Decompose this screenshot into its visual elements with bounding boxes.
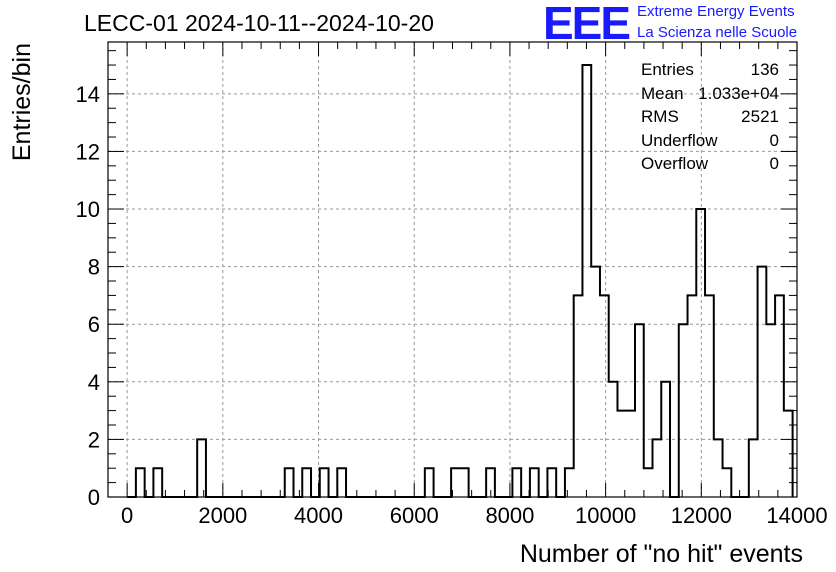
stat-value: 0 <box>769 130 779 150</box>
histogram-bin <box>197 439 206 497</box>
x-tick-label: 0 <box>121 503 133 528</box>
histogram-bin <box>574 295 583 497</box>
stat-row-mean: Mean 1.033e+04 <box>641 84 779 108</box>
x-tick-label: 12000 <box>671 503 732 528</box>
histogram-bin <box>337 468 346 497</box>
histogram-bin <box>723 468 732 497</box>
x-axis-label: Number of "no hit" events <box>520 540 803 568</box>
histogram-bin <box>696 209 705 497</box>
y-tick-label: 6 <box>88 312 100 337</box>
histogram-bin <box>766 324 775 497</box>
x-tick-label: 4000 <box>294 503 343 528</box>
stat-row-overflow: Overflow 0 <box>641 154 779 178</box>
y-tick-label: 10 <box>76 197 100 222</box>
y-tick-label: 8 <box>88 255 100 280</box>
stat-label: Entries <box>641 60 694 79</box>
eee-logo: EEE <box>543 0 631 49</box>
histogram-bin <box>582 65 591 497</box>
stat-label: Underflow <box>641 130 718 150</box>
stats-box: Entries 136 Mean 1.033e+04 RMS 2521 Unde… <box>641 60 779 178</box>
x-tick-label: 8000 <box>485 503 534 528</box>
y-tick-label: 4 <box>88 370 100 395</box>
histogram-bin <box>136 468 145 497</box>
histogram-bin <box>320 468 329 497</box>
histogram-bin <box>153 468 162 497</box>
histogram-bin <box>530 468 539 497</box>
axis-layer: 0 2000 4000 6000 8000 10000 12000 14000 0 2 4 6 8 10 1… <box>76 41 828 528</box>
x-tick-label: 2000 <box>198 503 247 528</box>
stat-label: Mean <box>641 83 684 103</box>
x-tick-label: 14000 <box>766 503 827 528</box>
histogram-bin <box>679 324 688 497</box>
stat-value: 136 <box>750 60 779 79</box>
histogram-bin <box>635 324 644 497</box>
y-tick-label: 0 <box>88 485 100 510</box>
histogram-bin <box>705 295 714 497</box>
histogram-bin <box>626 411 635 497</box>
y-axis-label: Entries/bin <box>8 43 36 161</box>
stat-row-rms: RMS 2521 <box>641 107 779 131</box>
chart-title: LECC-01 2024-10-11--2024-10-20 <box>84 10 434 36</box>
label-layer: Number of "no hit" events Entries/bin <box>8 43 803 568</box>
stat-value: 1.033e+04 <box>698 83 779 103</box>
histogram-bin <box>714 439 723 497</box>
histogram-bin <box>688 295 697 497</box>
histogram-bin <box>565 468 574 497</box>
stat-row-entries: Entries 136 <box>641 60 779 84</box>
histogram-bin <box>302 468 311 497</box>
stat-label: RMS <box>641 107 679 126</box>
histogram-layer <box>127 64 794 498</box>
stat-value: 2521 <box>741 107 779 126</box>
histogram-bin <box>425 468 434 497</box>
histogram-bin <box>775 295 784 497</box>
histogram-outline <box>127 64 794 498</box>
x-tick-label: 10000 <box>575 503 636 528</box>
histogram-bin <box>547 468 556 497</box>
histogram-bin <box>653 439 662 497</box>
logo-line-2: La Scienza nelle Scuole <box>637 24 798 41</box>
histogram-bin <box>512 468 521 497</box>
y-tick-label: 14 <box>76 82 100 107</box>
logo-line-1: Extreme Energy Events <box>637 3 795 20</box>
histogram-bin <box>600 295 609 497</box>
histogram-bin <box>617 411 626 497</box>
y-tick-label: 2 <box>88 427 100 452</box>
stat-row-underflow: Underflow 0 <box>641 131 779 155</box>
histogram-bin <box>285 468 294 497</box>
histogram-bin <box>749 439 758 497</box>
histogram-bin <box>644 468 653 497</box>
x-tick-label: 6000 <box>390 503 439 528</box>
stat-label: Overflow <box>641 154 709 173</box>
stat-value: 0 <box>769 154 779 173</box>
y-tick-label: 12 <box>76 139 100 164</box>
